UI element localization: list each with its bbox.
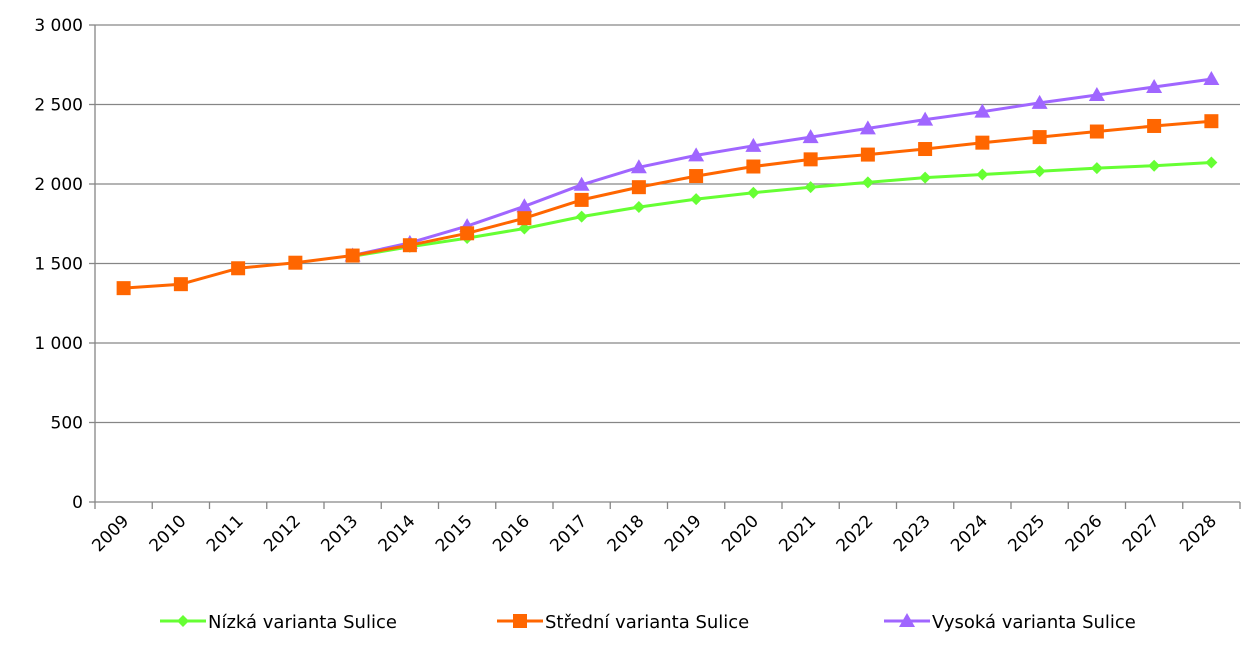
legend-item: Střední varianta Sulice (497, 612, 749, 633)
data-point (1203, 71, 1220, 86)
series-line (123, 119, 1212, 290)
data-point (975, 135, 990, 150)
y-tick-label: 3 000 (34, 16, 83, 36)
data-point (288, 255, 303, 270)
x-tick-label: 2010 (146, 511, 191, 556)
x-tick-label: 2009 (88, 511, 133, 556)
data-point (1148, 159, 1161, 172)
data-point (745, 137, 762, 152)
data-point (631, 180, 646, 195)
series-lines (116, 71, 1220, 296)
data-point (688, 147, 705, 162)
legend-label: Vysoká varianta Sulice (932, 612, 1136, 633)
data-point (860, 147, 875, 162)
legend-marker (177, 615, 189, 627)
data-point (573, 176, 590, 191)
x-tick-label: 2013 (317, 511, 362, 556)
series-line (352, 77, 1212, 257)
data-point (690, 193, 703, 206)
x-tick-label: 2023 (890, 511, 935, 556)
data-point (918, 142, 933, 157)
data-point (974, 103, 991, 118)
legend: Nízká varianta Sulice Střední varianta Su… (160, 612, 1136, 633)
data-point (859, 120, 876, 135)
data-point (802, 129, 819, 144)
data-point (516, 198, 533, 213)
x-tick-label: 2018 (604, 511, 649, 556)
data-point (630, 159, 647, 174)
data-point (746, 159, 761, 174)
data-point (231, 261, 246, 276)
data-point (1032, 130, 1047, 145)
axes: 0 500 1 000 1 500 2 000 2 500 3 000 2009 2010 201… (34, 16, 1241, 556)
legend-marker (899, 613, 915, 627)
data-point (1146, 79, 1163, 94)
data-point (803, 152, 818, 167)
x-tick-label: 2022 (833, 511, 878, 556)
data-point (575, 210, 588, 223)
data-point (173, 277, 188, 292)
data-point (747, 186, 760, 199)
legend-item: Nízká varianta Sulice (160, 612, 397, 633)
x-tick-label: 2017 (546, 511, 591, 556)
data-point (574, 192, 589, 207)
legend-item: Vysoká varianta Sulice (884, 612, 1136, 633)
x-tick-label: 2016 (489, 511, 534, 556)
y-tick-label: 0 (72, 493, 83, 513)
x-tick-label: 2028 (1176, 511, 1221, 556)
data-point (917, 111, 934, 126)
data-point (460, 226, 475, 241)
data-point (1089, 124, 1104, 139)
data-point (1031, 94, 1048, 109)
x-tick-label: 2025 (1004, 511, 1049, 556)
x-tick-label: 2026 (1062, 511, 1107, 556)
legend-marker (513, 614, 527, 628)
data-point (1204, 114, 1219, 129)
gridlines (95, 24, 1240, 424)
series-triangle (344, 71, 1220, 262)
data-point (1088, 86, 1105, 101)
y-tick-label: 2 500 (34, 96, 83, 116)
y-tick-label: 500 (51, 414, 83, 434)
data-point (804, 181, 817, 194)
data-point (1090, 162, 1103, 175)
y-tick-label: 1 500 (34, 255, 83, 275)
data-point (976, 168, 989, 181)
data-point (861, 176, 874, 189)
y-tick-label: 2 000 (34, 175, 83, 195)
legend-label: Střední varianta Sulice (545, 612, 749, 633)
data-point (1147, 118, 1162, 133)
x-tick-label: 2012 (260, 511, 305, 556)
x-tick-label: 2019 (661, 511, 706, 556)
x-tick-label: 2011 (203, 511, 248, 556)
x-tick-label: 2020 (718, 511, 763, 556)
x-tick-label: 2027 (1119, 511, 1164, 556)
x-tick-label: 2024 (947, 511, 992, 556)
data-point (518, 222, 531, 235)
data-point (1033, 165, 1046, 178)
data-point (632, 201, 645, 214)
x-tick-label: 2015 (432, 511, 477, 556)
data-point (402, 238, 417, 253)
data-point (1205, 156, 1218, 169)
series-square (116, 114, 1219, 296)
data-point (689, 169, 704, 184)
data-point (116, 281, 131, 296)
data-point (345, 248, 360, 263)
x-tick-label: 2014 (375, 511, 420, 556)
legend-label: Nízká varianta Sulice (208, 612, 397, 633)
y-tick-label: 1 000 (34, 334, 83, 354)
data-point (919, 171, 932, 184)
series-diamond (346, 156, 1218, 263)
data-point (517, 211, 532, 226)
x-tick-label: 2021 (775, 511, 820, 556)
series-line (352, 161, 1212, 258)
